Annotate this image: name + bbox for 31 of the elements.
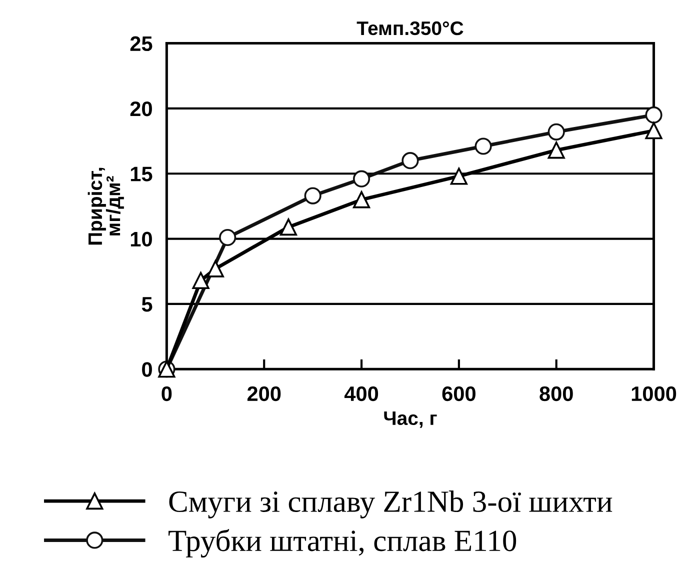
point [450, 168, 468, 185]
x-axis-title: Час, г [384, 411, 437, 428]
point [352, 191, 370, 208]
point [280, 218, 298, 236]
x-tick-label: 0 [162, 386, 172, 402]
point [645, 106, 662, 124]
point [402, 152, 419, 170]
y-tick-label: 5 [142, 297, 152, 312]
x-tick-label: 600 [442, 386, 476, 402]
y-tick-label: 0 [142, 362, 152, 377]
legend-label: Трубки штатні, сплав Е110 [168, 529, 516, 558]
point [206, 260, 224, 278]
chart-title: Темп.350°C [356, 21, 464, 36]
x-tick-label: 400 [344, 386, 378, 402]
point [304, 187, 322, 204]
point [548, 142, 565, 159]
y-tick-label: 20 [130, 101, 152, 116]
point [192, 272, 210, 290]
point [352, 170, 370, 188]
y-tick-label: 15 [130, 166, 152, 182]
point [219, 228, 236, 246]
x-tick-label: 800 [540, 386, 573, 402]
point [474, 138, 492, 155]
y-axis-title: Приріст, мг/дм² [88, 168, 124, 245]
x-tick-label: 200 [247, 386, 281, 402]
point [645, 122, 662, 140]
point [548, 123, 565, 140]
legend-label: Смуги зі сплаву Zr1Nb 3-ої шихти [169, 490, 612, 518]
y-tick-label: 10 [130, 232, 152, 247]
y-tick-label: 25 [130, 36, 152, 52]
x-tick-label: 1000 [632, 386, 676, 402]
